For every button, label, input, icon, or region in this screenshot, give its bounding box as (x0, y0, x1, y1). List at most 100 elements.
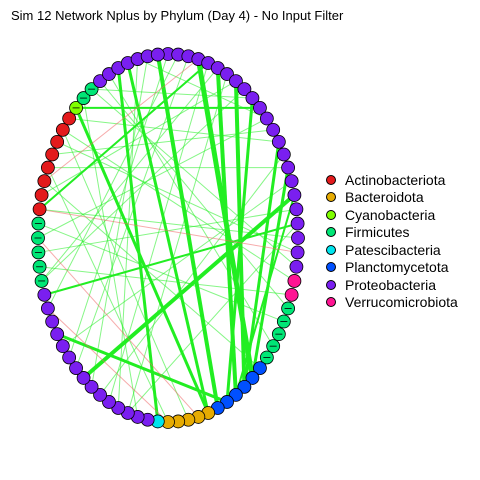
positive-edge (68, 53, 169, 358)
legend-swatch-actinobacteriota (326, 174, 336, 185)
positive-edge (99, 154, 285, 396)
network-node (281, 160, 296, 175)
network-node (62, 111, 77, 126)
positive-edge (44, 222, 298, 296)
negative-edge (37, 237, 199, 418)
legend-swatch-firmicutes (326, 227, 336, 238)
network-node (34, 188, 49, 202)
network-node (259, 111, 274, 126)
legend-swatch-cyanobacteria (326, 209, 336, 220)
chart-title: Sim 12 Network Nplus by Phylum (Day 4) -… (11, 8, 344, 23)
negative-edge (47, 308, 169, 423)
legend-label: Patescibacteria (345, 241, 441, 258)
legend-item-bacteroidota: Bacteroidota (326, 189, 458, 207)
positive-edge (91, 88, 253, 99)
network-node (50, 327, 65, 342)
network-node (284, 174, 299, 189)
network-node (253, 361, 267, 376)
positive-edge (47, 54, 179, 309)
legend-swatch-bacteroidota (326, 192, 336, 203)
positive-edge (44, 180, 261, 369)
legend-swatch-planctomycetota (326, 262, 336, 273)
network-node (40, 301, 55, 316)
network-node (45, 147, 60, 162)
negative-edge (39, 208, 298, 253)
network-node (237, 379, 252, 394)
positive-edge (52, 129, 274, 155)
positive-edge (250, 167, 290, 379)
network-node (289, 259, 304, 274)
positive-edge (137, 58, 268, 119)
network-node (289, 202, 304, 217)
network-node (229, 74, 243, 89)
positive-edge (38, 62, 209, 210)
positive-edge (75, 56, 189, 369)
positive-edge (83, 98, 139, 417)
network-node (237, 82, 252, 97)
network-node (55, 122, 70, 137)
network-node (84, 379, 99, 394)
positive-edge (38, 223, 285, 322)
network-node (40, 160, 55, 175)
positive-edge (69, 118, 279, 143)
network-node (32, 202, 47, 217)
positive-edge (39, 266, 292, 296)
legend-label: Bacteroidota (345, 189, 424, 206)
phylum-legend: Actinobacteriota Bacteroidota Cyanobacte… (326, 171, 458, 311)
positive-edge (41, 67, 219, 282)
legend-item-firmicutes: Firmicutes (326, 224, 458, 242)
legend-item-planctomycetota: Planctomycetota (326, 259, 458, 277)
legend-item-cyanobacteria: Cyanobacteria (326, 206, 458, 224)
legend-swatch-proteobacteria (326, 279, 336, 290)
positive-edge (108, 73, 274, 347)
positive-edge (47, 167, 169, 423)
node-layer (31, 47, 305, 429)
legend-label: Actinobacteriota (345, 171, 446, 188)
network-node (245, 91, 260, 105)
network-node (50, 134, 65, 149)
network-node (266, 122, 281, 137)
network-node (62, 350, 77, 365)
network-node (69, 361, 83, 376)
positive-edge (41, 88, 245, 282)
positive-edge (91, 56, 149, 387)
positive-edge (82, 193, 296, 380)
network-node (290, 216, 305, 231)
network-node (284, 287, 299, 302)
network-node (37, 287, 52, 302)
negative-edge (44, 58, 199, 182)
network-node (287, 188, 302, 202)
network-node (93, 387, 107, 402)
legend-label: Firmicutes (345, 224, 410, 241)
network-node (287, 274, 302, 288)
network-node (37, 174, 52, 189)
network-node (291, 231, 305, 245)
network-node (45, 314, 60, 329)
legend-label: Proteobacteria (345, 276, 437, 293)
network-node (271, 134, 286, 149)
network-node (253, 100, 267, 115)
legend-label: Verrucomicrobiota (345, 294, 458, 311)
positive-edge (234, 194, 296, 396)
positive-edge (99, 80, 289, 309)
legend-item-verrucomicrobiota: Verrucomicrobiota (326, 294, 458, 312)
legend-item-proteobacteria: Proteobacteria (326, 276, 458, 294)
edge-layer (37, 53, 299, 423)
legend-label: Cyanobacteria (345, 206, 436, 223)
network-node (76, 371, 91, 385)
positive-edge (56, 141, 298, 253)
positive-edge (41, 80, 237, 196)
positive-edge (116, 67, 160, 422)
positive-edge (37, 118, 268, 239)
positive-edge (62, 129, 295, 282)
legend-label: Planctomycetota (345, 259, 449, 276)
network-node (55, 339, 70, 354)
legend-item-patescibacteria: Patescibacteria (326, 241, 458, 259)
network-node (276, 147, 291, 162)
legend-swatch-verrucomicrobiota (326, 297, 336, 308)
network-node (290, 245, 305, 260)
positive-edge (91, 88, 297, 268)
positive-edge (117, 59, 139, 409)
